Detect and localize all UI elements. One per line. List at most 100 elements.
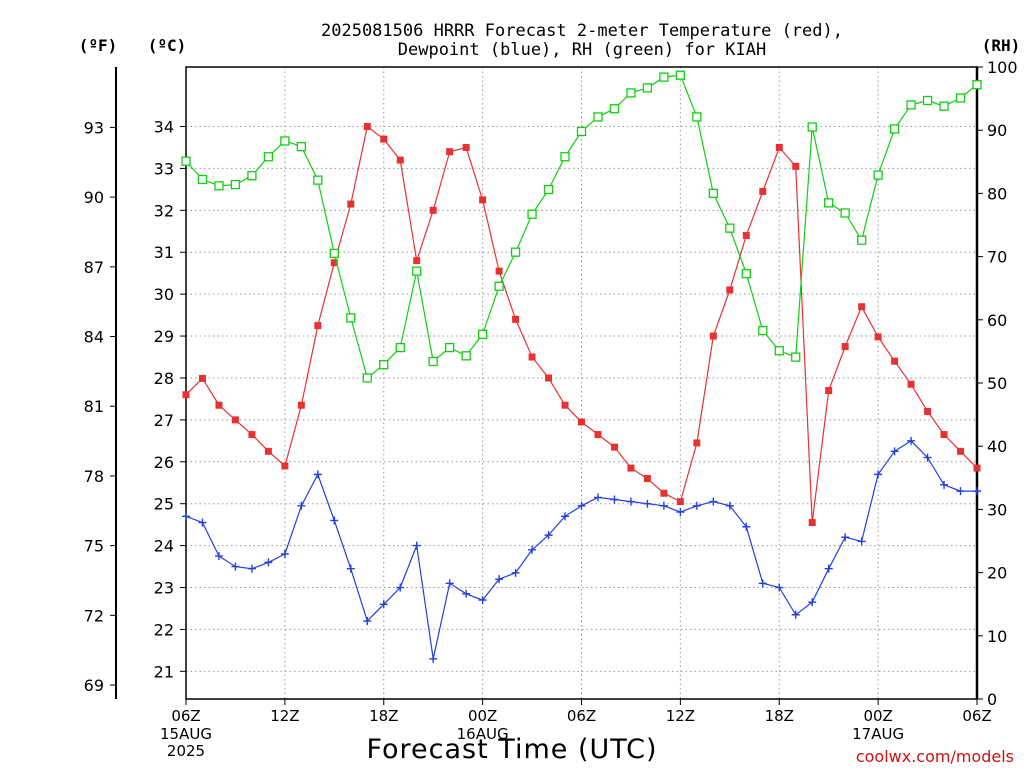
- x-tick-label: 18Z: [765, 707, 794, 725]
- celsius-tick-label: 29: [154, 327, 174, 346]
- rh-tick-label: 50: [987, 374, 1007, 393]
- temperature-point: [891, 357, 899, 365]
- dewpoint-point: [824, 564, 833, 573]
- rh-point: [873, 170, 883, 180]
- rh-point: [889, 124, 900, 134]
- temperature-point: [545, 374, 553, 382]
- rh-point: [791, 352, 801, 362]
- celsius-tick-label: 21: [154, 662, 174, 681]
- rh-tick-label: 20: [987, 564, 1007, 583]
- dewpoint-point: [775, 583, 784, 592]
- rh-tick-label: 40: [987, 437, 1007, 456]
- dewpoint-point: [231, 562, 240, 571]
- dewpoint-point: [758, 579, 767, 588]
- rh-point: [856, 235, 867, 245]
- celsius-tick-label: 32: [154, 201, 174, 220]
- rh-point: [774, 346, 784, 356]
- dewpoint-point: [857, 537, 866, 546]
- rh-point: [296, 141, 307, 152]
- celsius-tick-label: 31: [154, 243, 174, 262]
- temperature-point: [709, 332, 717, 340]
- rh-point: [824, 198, 834, 208]
- x-tick-label: 00Z: [468, 707, 497, 725]
- dewpoint-point: [593, 493, 602, 502]
- rh-point: [214, 181, 224, 191]
- fahrenheit-tick-label: 69: [84, 676, 104, 695]
- dewpoint-point: [742, 522, 751, 531]
- dewpoint-point: [956, 487, 965, 496]
- temperature-point: [627, 464, 635, 472]
- celsius-tick-label: 23: [154, 579, 174, 598]
- temperature-point: [561, 401, 569, 409]
- celsius-tick-label: 26: [154, 453, 174, 472]
- dewpoint-point: [577, 501, 586, 510]
- fahrenheit-tick-label: 87: [84, 258, 104, 277]
- temperature-point: [957, 447, 965, 455]
- temperature-point: [775, 143, 783, 151]
- rh-point: [659, 72, 669, 82]
- temperature-point: [264, 447, 272, 455]
- temperature-point: [281, 462, 289, 470]
- x-tick-label: 12Z: [666, 707, 695, 725]
- rh-point: [263, 152, 274, 162]
- rh-point: [922, 95, 933, 106]
- dewpoint-point: [429, 654, 438, 663]
- temperature-point: [841, 343, 849, 351]
- rh-axis-label: (RH): [982, 36, 1021, 55]
- rh-point: [395, 342, 405, 353]
- dewpoint-point: [396, 583, 405, 592]
- dewpoint-point: [214, 552, 223, 561]
- rh-point: [445, 342, 455, 353]
- temperature-point: [825, 387, 833, 395]
- temperature-point: [578, 418, 585, 426]
- fahrenheit-tick-label: 75: [84, 537, 104, 556]
- rh-point: [247, 171, 257, 181]
- temperature-point: [248, 431, 256, 439]
- chart-title-line2: Dewpoint (blue), RH (green) for KIAH: [398, 40, 766, 60]
- dewpoint-point: [725, 501, 734, 510]
- fahrenheit-tick-label: 84: [84, 328, 104, 347]
- x-axis-title: Forecast Time (UTC): [366, 734, 657, 765]
- dewpoint-point: [412, 541, 421, 550]
- celsius-tick-label: 27: [154, 411, 174, 430]
- temperature-point: [594, 431, 602, 439]
- rh-line: [185, 74, 978, 379]
- dewpoint-point: [907, 436, 916, 445]
- temperature-point: [874, 333, 882, 341]
- dewpoint-point: [462, 589, 471, 598]
- rh-tick-label: 100: [987, 58, 1018, 77]
- celsius-tick-label: 30: [154, 285, 174, 304]
- temperature-point: [198, 374, 206, 382]
- temperature-point: [231, 416, 239, 424]
- dewpoint-point: [841, 533, 850, 542]
- dewpoint-point: [626, 497, 635, 506]
- rh-point: [758, 325, 768, 336]
- rh-point: [675, 70, 686, 80]
- x-tick-label: 06Z: [567, 707, 596, 725]
- x-date-label: 15AUG: [160, 725, 212, 743]
- temperature-point: [792, 162, 800, 170]
- fahrenheit-tick-label: 72: [84, 606, 104, 625]
- dewpoint-point: [346, 564, 355, 573]
- rh-point: [708, 188, 718, 199]
- rh-point: [494, 281, 504, 291]
- rh-point: [741, 269, 751, 279]
- temperature-point: [297, 401, 305, 409]
- x-tick-label: 12Z: [270, 707, 299, 725]
- rh-point: [477, 329, 488, 339]
- temperature-point: [347, 200, 355, 208]
- temperature-point: [446, 148, 454, 156]
- rh-point: [692, 112, 702, 122]
- temperature-point: [429, 206, 437, 214]
- fahrenheit-tick-label: 90: [84, 188, 104, 207]
- celsius-tick-label: 28: [154, 369, 174, 388]
- x-date-label: 16AUG: [457, 725, 509, 743]
- rh-point: [593, 112, 603, 122]
- dewpoint-point: [659, 501, 668, 510]
- temperature-point: [396, 156, 404, 164]
- rh-point: [280, 136, 290, 146]
- x-tick-label: 18Z: [369, 707, 398, 725]
- dewpoint-point: [363, 617, 372, 626]
